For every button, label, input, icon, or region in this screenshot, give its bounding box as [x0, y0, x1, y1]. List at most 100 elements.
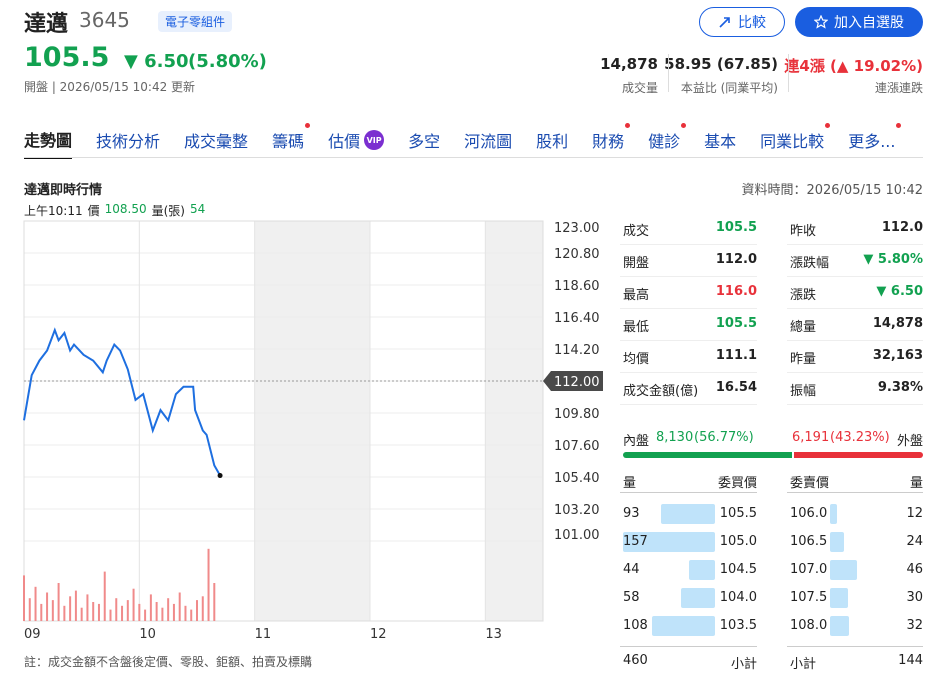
row-divider — [620, 340, 757, 341]
volume-bar — [121, 605, 124, 621]
volume-bar — [213, 583, 216, 621]
volume-bar — [184, 605, 187, 621]
volume-bar — [144, 609, 147, 621]
bid-bar — [660, 504, 715, 524]
stat-divider — [788, 54, 789, 92]
plot-border — [23, 220, 544, 622]
volume-bar — [178, 592, 181, 621]
volume-bar — [40, 603, 43, 621]
summary-value: 105.5 — [715, 220, 757, 235]
x-tick-label: 10 — [139, 627, 156, 642]
tab[interactable]: 健診 — [648, 123, 687, 159]
summary-label: 成交金額(億) — [623, 384, 699, 399]
volume-bar — [190, 609, 193, 621]
y-tick-label: 101.00 — [554, 528, 600, 543]
row-divider — [620, 276, 757, 277]
bid-qty: 93 — [623, 506, 640, 521]
tab[interactable]: 估價 VIP — [328, 127, 385, 159]
summary-value: 9.38% — [877, 380, 923, 395]
star-icon — [814, 15, 828, 29]
hover-volume: 54 — [189, 202, 206, 216]
hover-info: 上午10:11 價 108.50 量(張) 54 — [24, 202, 205, 219]
outer-pct: (43.23%) — [830, 430, 890, 445]
industry-tag[interactable]: 電子零組件 — [158, 11, 233, 32]
volume-bar — [207, 548, 210, 621]
y-tick-label: 103.20 — [554, 503, 600, 518]
summary-label: 均價 — [623, 352, 650, 367]
summary-value: 105.5 — [715, 316, 757, 331]
summary-value: 16.54 — [715, 380, 757, 395]
volume-bar — [46, 592, 49, 621]
price-change: ▼ 6.50 — [124, 51, 189, 72]
tab[interactable]: 成交彙整 — [184, 127, 248, 159]
ask-qty: 30 — [906, 590, 923, 605]
tab[interactable]: 多空 — [408, 127, 440, 159]
summary-label: 最低 — [623, 320, 650, 335]
tabs-divider — [24, 157, 923, 158]
ask-bar — [830, 560, 857, 580]
inner-volume: 8,130 — [656, 430, 694, 445]
volume-bar — [57, 583, 60, 621]
stock-code: 3645 — [79, 8, 130, 32]
volume-bar — [23, 575, 25, 621]
summary-value: 32,163 — [872, 348, 923, 363]
compare-button[interactable]: 比較 — [699, 7, 785, 37]
bid-price: 105.5 — [719, 506, 757, 521]
volume-bar — [86, 594, 89, 621]
volume-bar — [115, 598, 118, 621]
volume-bar — [172, 603, 175, 621]
price-line — [23, 327, 221, 476]
tab[interactable]: 股利 — [536, 127, 568, 159]
watchlist-button[interactable]: 加入自選股 — [795, 7, 923, 37]
stat-label: 成交量 — [621, 81, 658, 95]
volume-bar — [51, 600, 54, 621]
hover-price-label: 價 — [87, 204, 100, 218]
tab-label: 更多... — [848, 132, 896, 151]
tab[interactable]: 技術分析 — [96, 127, 160, 159]
ask-bar — [830, 588, 848, 608]
volume-bar — [92, 602, 95, 621]
tab[interactable]: 基本 — [704, 127, 736, 159]
tab[interactable]: 更多... — [848, 123, 902, 159]
y-tick-label: 107.60 — [554, 439, 600, 454]
book-header: 委買價 — [717, 476, 757, 491]
summary-label: 總量 — [790, 320, 817, 335]
bid-price: 104.5 — [719, 562, 757, 577]
volume-bar — [74, 590, 77, 621]
tab[interactable]: 財務 — [592, 123, 631, 159]
row-divider — [620, 404, 757, 405]
row-divider — [620, 244, 757, 245]
tab[interactable]: 河流圖 — [464, 127, 512, 159]
book-divider — [620, 492, 757, 493]
tab[interactable]: 走勢圖 — [24, 127, 73, 159]
price: 105.5 — [24, 42, 110, 73]
stat-label: 連漲連跌 — [874, 81, 923, 95]
summary-label: 漲跌幅 — [790, 256, 830, 271]
summary-label: 振幅 — [790, 384, 817, 399]
inner-bar — [623, 452, 793, 458]
summary-value: ▼ 5.80% — [863, 252, 923, 267]
x-tick-label: 09 — [24, 627, 41, 642]
tab-label: 技術分析 — [96, 132, 161, 151]
bid-bar — [623, 532, 715, 552]
tab-label: 健診 — [648, 132, 681, 151]
volume-bar — [196, 600, 198, 621]
ask-qty: 32 — [906, 618, 923, 633]
bid-bar — [689, 560, 715, 580]
row-divider — [620, 308, 757, 309]
summary-value: 112.0 — [715, 252, 757, 267]
tab[interactable]: 同業比較 — [760, 123, 831, 159]
y-tick-label: 116.40 — [554, 311, 600, 326]
tab-label: 基本 — [704, 132, 737, 151]
ask-qty: 24 — [906, 534, 923, 549]
ask-price: 106.0 — [790, 506, 828, 521]
tab[interactable]: 籌碼 — [272, 123, 311, 159]
tab-label: 河流圖 — [464, 132, 513, 151]
notice-dot — [896, 123, 902, 128]
volume-bar — [132, 588, 135, 621]
bid-price: 104.0 — [719, 590, 757, 605]
book-divider — [787, 492, 923, 493]
volume-bar — [155, 602, 158, 621]
summary-value: ▼ 6.50 — [876, 284, 923, 299]
